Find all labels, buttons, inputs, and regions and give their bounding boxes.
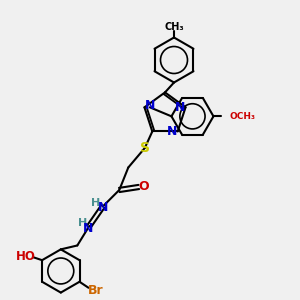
Text: HO: HO xyxy=(16,250,35,263)
Text: N: N xyxy=(167,125,178,138)
Text: S: S xyxy=(140,141,150,155)
Text: H: H xyxy=(91,199,100,208)
Text: N: N xyxy=(175,101,185,114)
Text: CH₃: CH₃ xyxy=(164,22,184,32)
Text: N: N xyxy=(98,202,108,214)
Text: N: N xyxy=(82,223,93,236)
Text: Br: Br xyxy=(88,284,104,297)
Text: OCH₃: OCH₃ xyxy=(230,112,256,121)
Text: N: N xyxy=(145,99,155,112)
Text: H: H xyxy=(78,218,87,228)
Text: O: O xyxy=(138,181,148,194)
